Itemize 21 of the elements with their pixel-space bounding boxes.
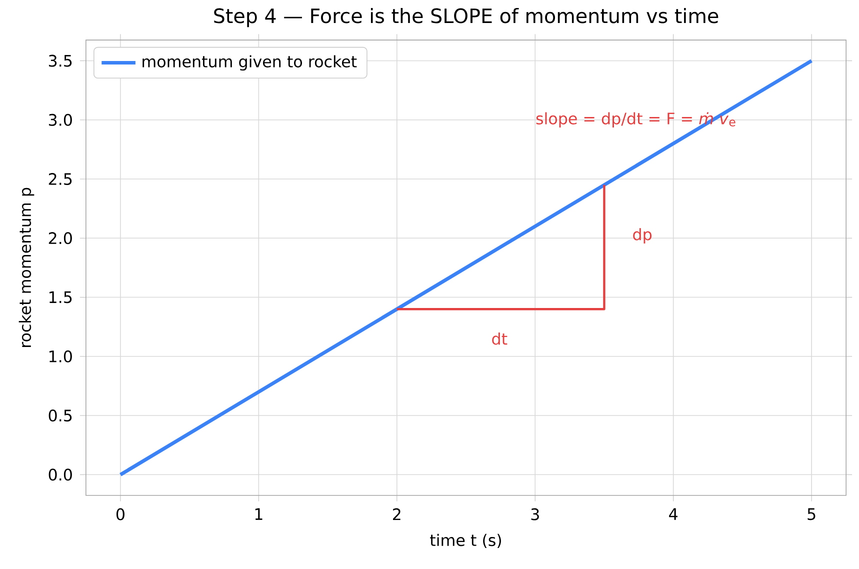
y-tick-label: 2.5 — [48, 172, 72, 185]
annotation: dt — [492, 332, 508, 345]
y-tick-label: 1.0 — [50, 350, 72, 362]
x-tick-label: 2 — [393, 508, 400, 520]
x-tick-label: 0 — [116, 508, 124, 520]
x-axis-title: time t (s) — [430, 534, 501, 548]
chart-title: Step 4 — Force is the SLOPE of momentum vs time — [214, 8, 718, 28]
x-tick-label: 1 — [255, 508, 262, 520]
x-tick-label: 4 — [669, 508, 678, 520]
y-tick-label: 3.0 — [48, 114, 72, 126]
y-tick-label: 0.5 — [48, 409, 72, 422]
y-axis-title: rocket momentum p — [18, 188, 34, 347]
y-tick-label: 2.0 — [48, 232, 72, 244]
legend-label: momentum given to rocket — [142, 55, 357, 71]
y-tick-label: 1.5 — [50, 291, 72, 304]
y-tick-label: 0.0 — [48, 468, 72, 481]
y-tick-label: 3.5 — [48, 54, 72, 67]
x-tick-label: 5 — [808, 508, 816, 520]
annotation: dp — [633, 228, 652, 244]
annotation: slope = dp/dt = F = ṁ v$_{e}$ — [536, 112, 736, 128]
x-tick-label: 3 — [531, 508, 539, 520]
